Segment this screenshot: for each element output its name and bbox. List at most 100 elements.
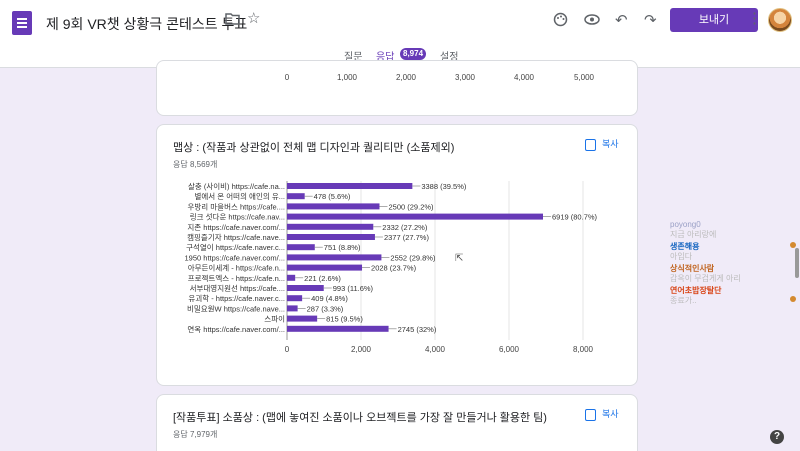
chart-category-label: 링크 섯다운 https://cafe.nav...: [190, 212, 285, 222]
copy-chart-button[interactable]: 복사: [585, 407, 619, 421]
copy-label: 복사: [602, 409, 619, 419]
previous-axis-tick: 3,000: [454, 73, 476, 82]
tab-settings[interactable]: 설정: [440, 52, 459, 63]
chart-x-tick-label: 4,000: [425, 345, 446, 354]
chart-data-label: 221 (2.6%): [304, 274, 341, 283]
copy-chart-button[interactable]: 복사: [585, 137, 619, 151]
chat-text: 종료가..: [670, 296, 697, 305]
chat-text: 지금 아리랑에: [670, 230, 717, 239]
chart-data-label: 2332 (27.2%): [382, 223, 428, 232]
chart-category-label: 유괴학 - https://cafe.naver.c...: [188, 293, 285, 303]
side-marker-icon: [790, 242, 796, 248]
help-icon[interactable]: ?: [770, 430, 784, 444]
chart-bar: [287, 223, 374, 230]
question-card-prop-award: [작품투표] 소품상 : (맵에 놓여진 소품이나 오브젝트를 가장 잘 만들거…: [156, 394, 638, 451]
chat-text: 아입다: [670, 252, 693, 261]
copy-label: 복사: [602, 139, 619, 149]
chart-data-label: 409 (4.8%): [311, 294, 348, 303]
previous-question-card: 0 1,000 2,000 3,000 4,000 5,000: [156, 60, 638, 116]
chart-bar: [287, 183, 413, 189]
palette-icon[interactable]: [553, 12, 568, 32]
chart-category-label: 살충 (사이비) https://cafe.na...: [188, 181, 285, 191]
previous-axis-tick: 4,000: [513, 73, 535, 82]
forms-logo-icon[interactable]: [12, 11, 32, 35]
chat-nick: 상식적인사람: [670, 264, 715, 273]
chart-category-label: 아무든이세계 - https://cafe.n...: [188, 263, 285, 273]
mouse-cursor-icon: ⇱: [455, 253, 464, 264]
chart-data-label: 478 (5.6%): [314, 192, 351, 201]
chat-nick: 연어초밥장탈단: [670, 286, 722, 295]
chart-category-label: 구석열이 https://cafe.naver.c...: [186, 242, 285, 252]
chart-data-label: 287 (3.3%): [307, 304, 344, 313]
chart-category-label: 스파이: [264, 314, 285, 324]
chart-data-label: 2552 (29.8%): [390, 253, 436, 262]
chart-category-label: 지존 https://cafe.naver.com/...: [187, 223, 285, 232]
chat-message: 상식적인사람 갑옥이 무겁게게 아리: [670, 264, 790, 284]
chart-bar: [287, 295, 303, 302]
chart-bar: [287, 305, 298, 312]
response-count: 응답 8,569개: [173, 160, 218, 169]
chart-category-label: 우방리 마을버스 https://cafe....: [188, 201, 286, 211]
chart-bar: [287, 315, 318, 322]
chart-category-label: 1950 https://cafe.naver.com/...: [185, 253, 285, 262]
chart-bar: [287, 254, 382, 261]
chart-bar: [287, 234, 375, 240]
chat-message: poyong0 지금 아리랑에: [670, 220, 790, 240]
chart-bar: [287, 325, 389, 332]
chart-bar: [287, 193, 305, 200]
folder-icon[interactable]: [225, 12, 240, 30]
send-button[interactable]: 보내기: [670, 8, 758, 32]
chart-data-label: 2745 (32%): [398, 325, 437, 334]
stream-chat-overlay: poyong0 지금 아리랑에 생존해용 아입다 상식적인사람 갑옥이 무겁게게 아리…: [670, 220, 790, 306]
copy-icon: [585, 138, 596, 151]
chart-bar: [287, 264, 363, 271]
chart-category-label: 서부대영지원선 https://cafe....: [190, 283, 285, 293]
form-title[interactable]: 제 9회 VR챗 상황극 콘테스트 투표: [46, 16, 248, 32]
top-bar: 제 9회 VR챗 상황극 콘테스트 투표 ☆ ↶ ↷ 보내기 ⋮ 질문 응답 8…: [0, 0, 800, 68]
chart-data-label: 815 (9.5%): [326, 315, 363, 324]
more-icon[interactable]: ⋮: [747, 10, 762, 27]
scrollbar[interactable]: [794, 68, 800, 451]
chart-x-tick-label: 6,000: [499, 345, 520, 354]
chart-category-label: 연옥 https://cafe.naver.com/...: [187, 325, 285, 334]
bar-chart: 0 2,000 4,000 6,000 8,000 살충 (사이비) https://ca…: [185, 181, 598, 354]
chart-category-label: 캠핑즐기자 https://cafe.nave...: [187, 232, 285, 242]
chat-nick: 생존해용: [670, 242, 700, 251]
chart-data-label: 6919 (80.7%): [552, 213, 598, 222]
chart-bar: [287, 285, 324, 291]
chart-bar: [287, 244, 315, 251]
chart-x-tick-label: 8,000: [573, 345, 594, 354]
chat-message: 생존해용 아입다: [670, 242, 790, 262]
previous-axis-tick: 2,000: [395, 73, 417, 82]
eye-icon[interactable]: [584, 12, 600, 32]
chart-bar: [287, 203, 380, 210]
star-icon[interactable]: ☆: [247, 10, 261, 27]
question-title: [작품투표] 소품상 : (맵에 놓여진 소품이나 오브젝트를 가장 잘 만들거…: [173, 412, 547, 424]
chat-message: 연어초밥장탈단 종료가..: [670, 286, 790, 306]
chart-x-tick-label: 2,000: [351, 345, 372, 354]
chart-category-label: 비밀요원W https://cafe.nave...: [187, 304, 285, 313]
avatar[interactable]: [768, 8, 792, 32]
scrollbar-thumb[interactable]: [795, 248, 799, 278]
copy-icon: [585, 408, 596, 421]
question-title: 맵상 : (작품과 상관없이 전체 맵 디자인과 퀄리티만 (소품제외): [173, 142, 455, 154]
chart-data-label: 2028 (23.7%): [371, 264, 417, 273]
chart-x-tick-label: 0: [285, 345, 290, 354]
side-marker-icon: [790, 296, 796, 302]
redo-icon[interactable]: ↷: [644, 12, 657, 29]
chart-data-label: 2500 (29.2%): [389, 202, 435, 211]
previous-axis-tick: 0: [284, 73, 290, 82]
undo-icon[interactable]: ↶: [615, 12, 628, 29]
tab-responses[interactable]: 응답: [376, 52, 395, 63]
chart-data-label: 3388 (39.5%): [421, 182, 467, 191]
chart-category-label: 별에서 온 어떠의 애인의 유...: [195, 191, 286, 201]
chart-category-label: 프로젝트엑스 - https://cafe.n...: [188, 273, 285, 283]
chat-text: 갑옥이 무겁게게 아리: [670, 274, 741, 283]
tab-questions[interactable]: 질문: [344, 52, 363, 63]
chart-data-label: 993 (11.6%): [333, 284, 374, 293]
chat-nick: poyong0: [670, 220, 701, 229]
question-card-map-award: 맵상 : (작품과 상관없이 전체 맵 디자인과 퀄리티만 (소품제외) 응답 …: [156, 124, 638, 386]
response-count: 응답 7,979개: [173, 430, 218, 439]
chart-bar: [287, 213, 544, 220]
previous-axis-tick: 5,000: [573, 73, 595, 82]
